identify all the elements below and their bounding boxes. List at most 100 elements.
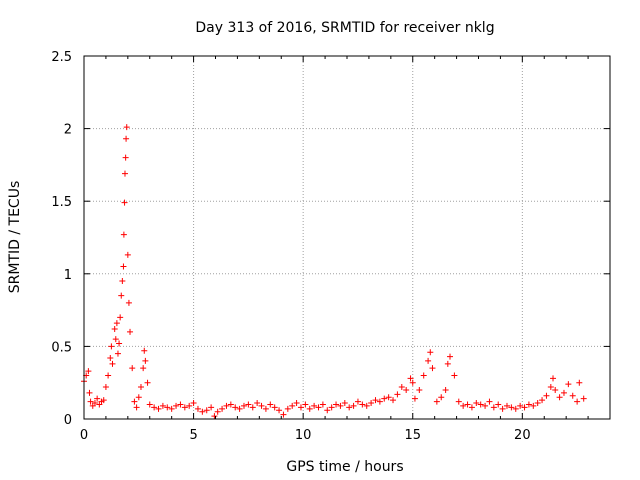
data-point (271, 404, 278, 411)
data-point (125, 299, 132, 306)
data-point (543, 392, 550, 399)
data-point (372, 397, 379, 404)
data-point (173, 402, 180, 409)
data-point (350, 402, 357, 409)
data-point (490, 404, 497, 411)
data-point (116, 340, 123, 347)
data-point (438, 394, 445, 401)
data-point (123, 124, 130, 131)
data-point (199, 408, 206, 415)
data-point (151, 404, 158, 411)
data-point (267, 401, 274, 408)
data-point (254, 400, 261, 407)
data-point (258, 402, 265, 409)
data-point (86, 389, 93, 396)
data-point (420, 372, 427, 379)
data-point (442, 386, 449, 393)
data-point (569, 392, 576, 399)
data-point (87, 398, 94, 405)
data-point (547, 384, 554, 391)
data-point (390, 397, 397, 404)
y-tick-label: 1 (64, 268, 72, 283)
data-point (552, 386, 559, 393)
axis-ticks: 0 5 10 15 20 0 0.5 1 1.5 2 2.5 (51, 50, 610, 443)
y-tick-label: 1.5 (51, 195, 72, 210)
data-point (297, 404, 304, 411)
data-point (499, 405, 506, 412)
data-point (337, 402, 344, 409)
chart-title: Day 313 of 2016, SRMTID for receiver nkl… (195, 20, 494, 36)
data-point (376, 398, 383, 405)
data-point (168, 405, 175, 412)
data-point (109, 360, 116, 367)
data-point (131, 398, 138, 405)
data-point (113, 320, 120, 327)
data-point (486, 398, 493, 405)
data-point (460, 402, 467, 409)
data-point (208, 404, 215, 411)
data-point (324, 407, 331, 414)
y-axis-label: SRMTID / TECUs (7, 181, 23, 294)
data-point (306, 405, 313, 412)
data-point (346, 404, 353, 411)
data-point (123, 135, 130, 142)
data-point (186, 402, 193, 409)
data-point (385, 394, 392, 401)
data-point (144, 379, 151, 386)
data-point (576, 379, 583, 386)
y-tick-label: 0 (64, 413, 72, 428)
data-point (223, 402, 230, 409)
data-point (284, 405, 291, 412)
data-point (333, 401, 340, 408)
data-point (580, 395, 587, 402)
data-point (354, 398, 361, 405)
data-point (574, 398, 581, 405)
data-point (495, 401, 502, 408)
data-point (427, 349, 434, 356)
data-point (137, 384, 144, 391)
data-point (363, 402, 370, 409)
data-point (85, 368, 92, 375)
data-point (280, 411, 287, 418)
data-point (315, 404, 322, 411)
data-point (100, 397, 107, 404)
data-point (468, 404, 475, 411)
data-point (425, 357, 432, 364)
grid (84, 56, 610, 419)
data-point (140, 365, 147, 372)
y-tick-label: 0.5 (51, 340, 72, 355)
plot-frame (83, 55, 611, 420)
data-point (203, 407, 210, 414)
data-point (328, 404, 335, 411)
x-tick-label: 5 (189, 428, 197, 443)
data-point (121, 170, 128, 177)
data-point (124, 251, 131, 258)
data-point (407, 375, 414, 382)
x-tick-label: 10 (295, 428, 312, 443)
data-point (219, 405, 226, 412)
data-point (464, 401, 471, 408)
x-tick-label: 0 (80, 428, 88, 443)
data-point (508, 404, 515, 411)
data-point (211, 413, 218, 420)
data-point (94, 395, 101, 402)
data-point (398, 384, 405, 391)
data-point (525, 401, 532, 408)
data-point (416, 386, 423, 393)
data-point (120, 263, 127, 270)
data-point (164, 404, 171, 411)
data-point (368, 400, 375, 407)
data-point (341, 400, 348, 407)
data-point (539, 397, 546, 404)
data-point (409, 379, 416, 386)
data-point (107, 355, 114, 362)
data-point (311, 402, 318, 409)
data-point (381, 395, 388, 402)
x-axis-label: GPS time / hours (286, 459, 403, 475)
data-point (120, 231, 127, 238)
data-point (289, 402, 296, 409)
data-point (249, 404, 256, 411)
data-point (302, 401, 309, 408)
data-point (236, 405, 243, 412)
data-point (411, 395, 418, 402)
